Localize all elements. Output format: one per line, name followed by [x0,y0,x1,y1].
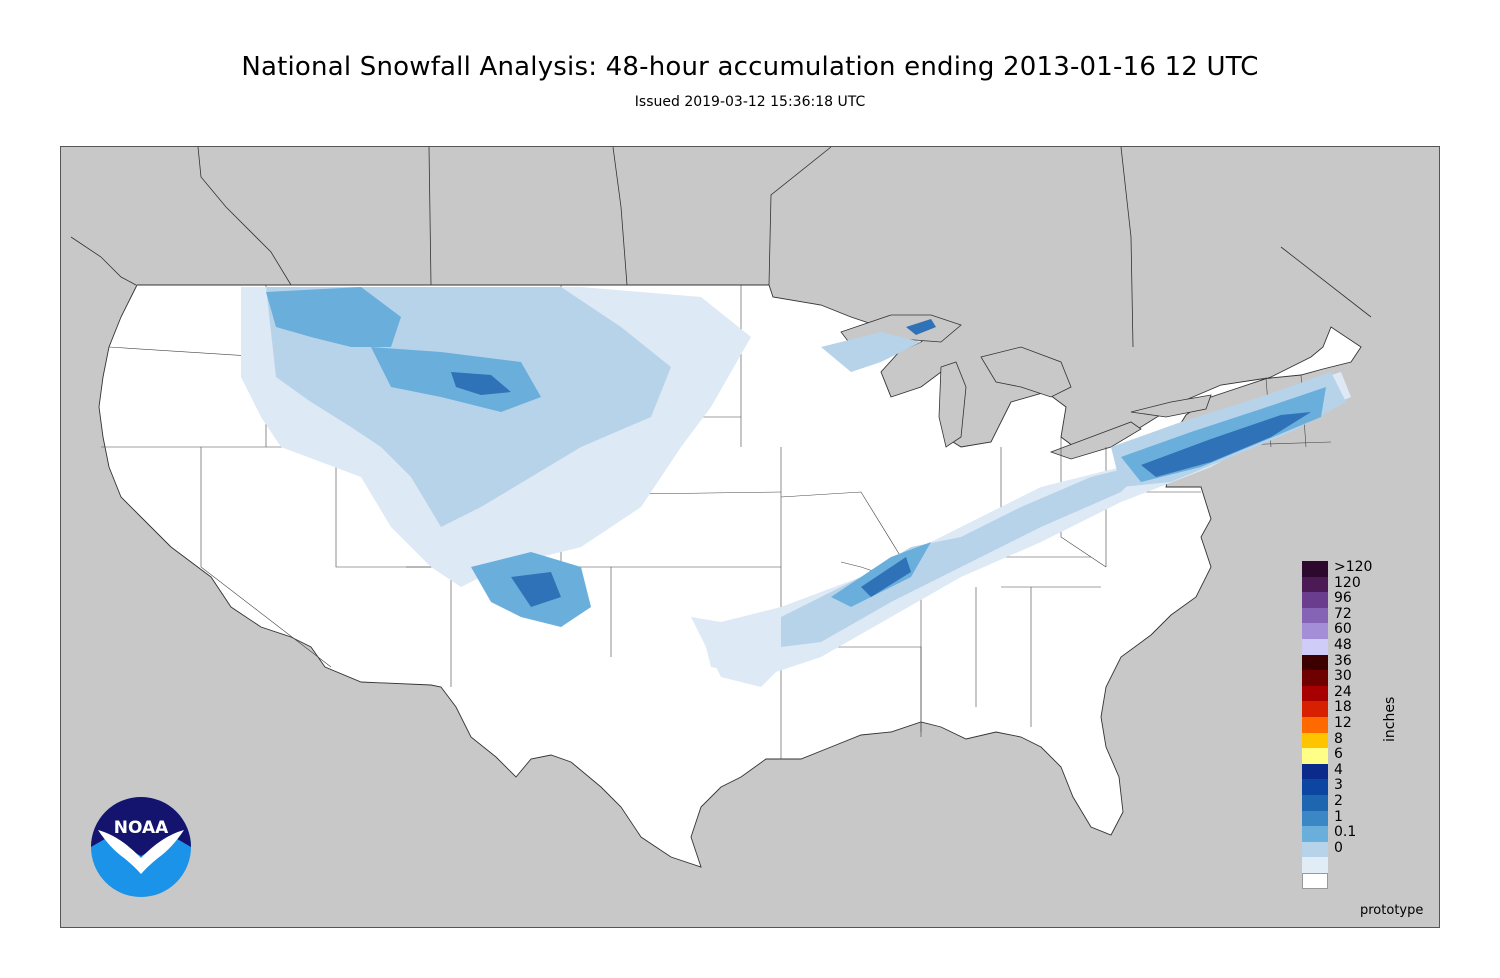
legend-label: 0 [1334,839,1343,856]
map-title: National Snowfall Analysis: 48-hour accu… [241,52,1259,82]
legend-label: 1 [1334,808,1343,825]
legend-label: 4 [1334,761,1343,778]
legend-label: 36 [1334,652,1352,669]
snowfall-shading [241,287,1351,687]
legend-label: 96 [1334,590,1352,607]
legend-swatch [1302,670,1328,687]
legend-label: >120 [1334,559,1373,575]
legend-label: 2 [1334,793,1343,809]
legend-swatch [1302,795,1328,812]
legend-label: 12 [1334,715,1352,731]
legend-label: 30 [1334,668,1352,685]
legend-swatch [1302,685,1328,702]
legend-label: 8 [1334,730,1343,747]
legend-swatch [1302,701,1328,718]
legend-label: 120 [1334,574,1361,591]
legend-swatch [1302,717,1328,734]
legend-swatch [1302,763,1328,780]
legend-swatch [1302,841,1328,858]
legend-swatch [1302,576,1328,593]
legend-swatch [1302,639,1328,656]
legend-unit-label: inches [1382,696,1398,742]
legend-label: 48 [1334,637,1352,653]
legend-swatch [1302,826,1328,843]
issued-timestamp: Issued 2019-03-12 15:36:18 UTC [634,94,866,110]
noaa-logo: NOAA [91,797,191,897]
legend-swatch [1302,607,1328,624]
legend-swatch [1302,654,1328,671]
legend-label: 18 [1334,699,1352,716]
legend-label: 60 [1334,621,1352,638]
legend-swatch [1302,779,1328,796]
legend-label: 3 [1334,777,1343,794]
legend-swatch [1302,857,1328,874]
legend-swatch [1302,748,1328,765]
legend-label: 0.1 [1334,824,1357,841]
snowfall-map [60,146,1440,928]
map-canvas [70,147,1372,868]
legend-swatch [1302,561,1328,578]
legend-label: 6 [1334,746,1343,763]
legend-swatch [1302,623,1328,640]
legend-swatch [1302,810,1328,827]
legend-swatch [1302,873,1328,890]
noaa-logo-text: NOAA [114,818,169,838]
neighbor-borders [70,147,1372,348]
prototype-label: prototype [1360,903,1424,918]
legend-swatch [1302,592,1328,609]
legend-label: 72 [1334,605,1352,622]
legend-label: 24 [1334,683,1352,700]
legend-swatch [1302,732,1328,749]
